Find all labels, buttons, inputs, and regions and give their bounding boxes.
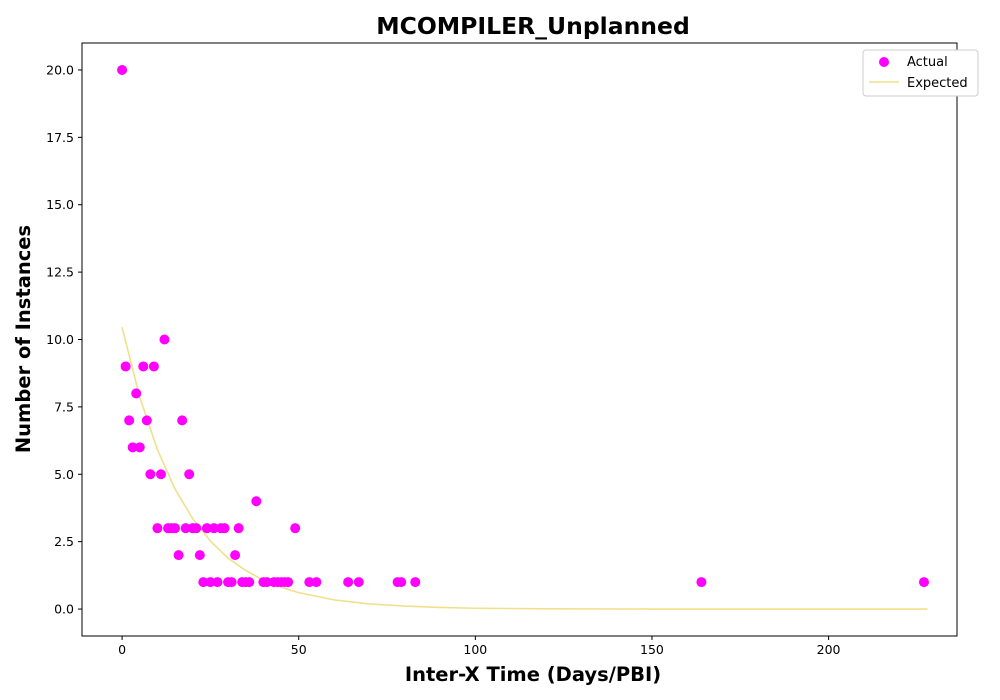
- actual-point: [198, 577, 209, 588]
- y-tick-label: 2.5: [54, 534, 74, 549]
- x-tick-label: 100: [463, 642, 487, 657]
- actual-point: [230, 550, 241, 561]
- y-tick-label: 5.0: [54, 467, 74, 482]
- actual-point: [138, 361, 149, 372]
- actual-point: [918, 577, 929, 588]
- actual-point: [152, 523, 163, 534]
- actual-point: [283, 577, 294, 588]
- y-tick-label: 12.5: [46, 265, 74, 280]
- y-tick-label: 10.0: [46, 332, 74, 347]
- actual-point: [117, 64, 128, 75]
- actual-point: [696, 577, 707, 588]
- actual-point: [159, 334, 170, 345]
- actual-point: [226, 577, 237, 588]
- actual-point: [396, 577, 407, 588]
- actual-point: [244, 577, 255, 588]
- x-axis-label: Inter-X Time (Days/PBI): [405, 663, 661, 686]
- actual-point: [127, 442, 138, 453]
- actual-point: [261, 577, 272, 588]
- actual-point: [155, 469, 166, 480]
- x-tick-label: 50: [291, 642, 307, 657]
- actual-point: [134, 442, 145, 453]
- actual-point: [141, 415, 152, 426]
- actual-point: [170, 523, 181, 534]
- y-tick-label: 15.0: [46, 197, 74, 212]
- actual-point: [290, 523, 301, 534]
- actual-point: [173, 550, 184, 561]
- actual-point: [145, 469, 156, 480]
- plot-area: [81, 42, 958, 637]
- legend: Actual Expected: [862, 49, 979, 97]
- x-tick-label: 200: [817, 642, 841, 657]
- legend-box: [862, 49, 979, 97]
- actual-point: [120, 361, 131, 372]
- actual-point: [219, 523, 230, 534]
- x-tick-label: 150: [640, 642, 664, 657]
- y-axis-label: Number of Instances: [12, 225, 35, 453]
- x-axis: 0 50 100 150 200: [118, 636, 841, 657]
- actual-point: [124, 415, 135, 426]
- actual-point: [131, 388, 142, 399]
- actual-point: [251, 496, 262, 507]
- legend-expected-label: Expected: [907, 76, 968, 91]
- legend-actual-label: Actual: [907, 55, 948, 70]
- actual-point: [194, 550, 205, 561]
- actual-point: [311, 577, 322, 588]
- y-axis: 0.0 2.5 5.0 7.5 10.0 12.5 15.0 17.5 20.0: [46, 62, 82, 617]
- x-tick-label: 0: [118, 642, 126, 657]
- actual-point: [201, 523, 212, 534]
- actual-point: [233, 523, 244, 534]
- legend-actual-marker: [879, 57, 889, 67]
- actual-point: [177, 415, 188, 426]
- y-tick-label: 0.0: [54, 602, 74, 617]
- y-tick-label: 7.5: [54, 399, 74, 414]
- actual-point: [304, 577, 315, 588]
- actual-point: [205, 577, 216, 588]
- actual-point: [212, 577, 223, 588]
- chart-title: MCOMPILER_Unplanned: [376, 12, 690, 40]
- actual-point: [148, 361, 159, 372]
- y-tick-label: 17.5: [46, 130, 74, 145]
- actual-point: [208, 523, 219, 534]
- actual-point: [410, 577, 421, 588]
- actual-point: [180, 523, 191, 534]
- actual-point: [343, 577, 354, 588]
- actual-point: [191, 523, 202, 534]
- actual-point: [184, 469, 195, 480]
- y-tick-label: 20.0: [46, 62, 74, 77]
- plot-frame: [81, 42, 958, 637]
- actual-point: [353, 577, 364, 588]
- expected-line: [121, 327, 928, 610]
